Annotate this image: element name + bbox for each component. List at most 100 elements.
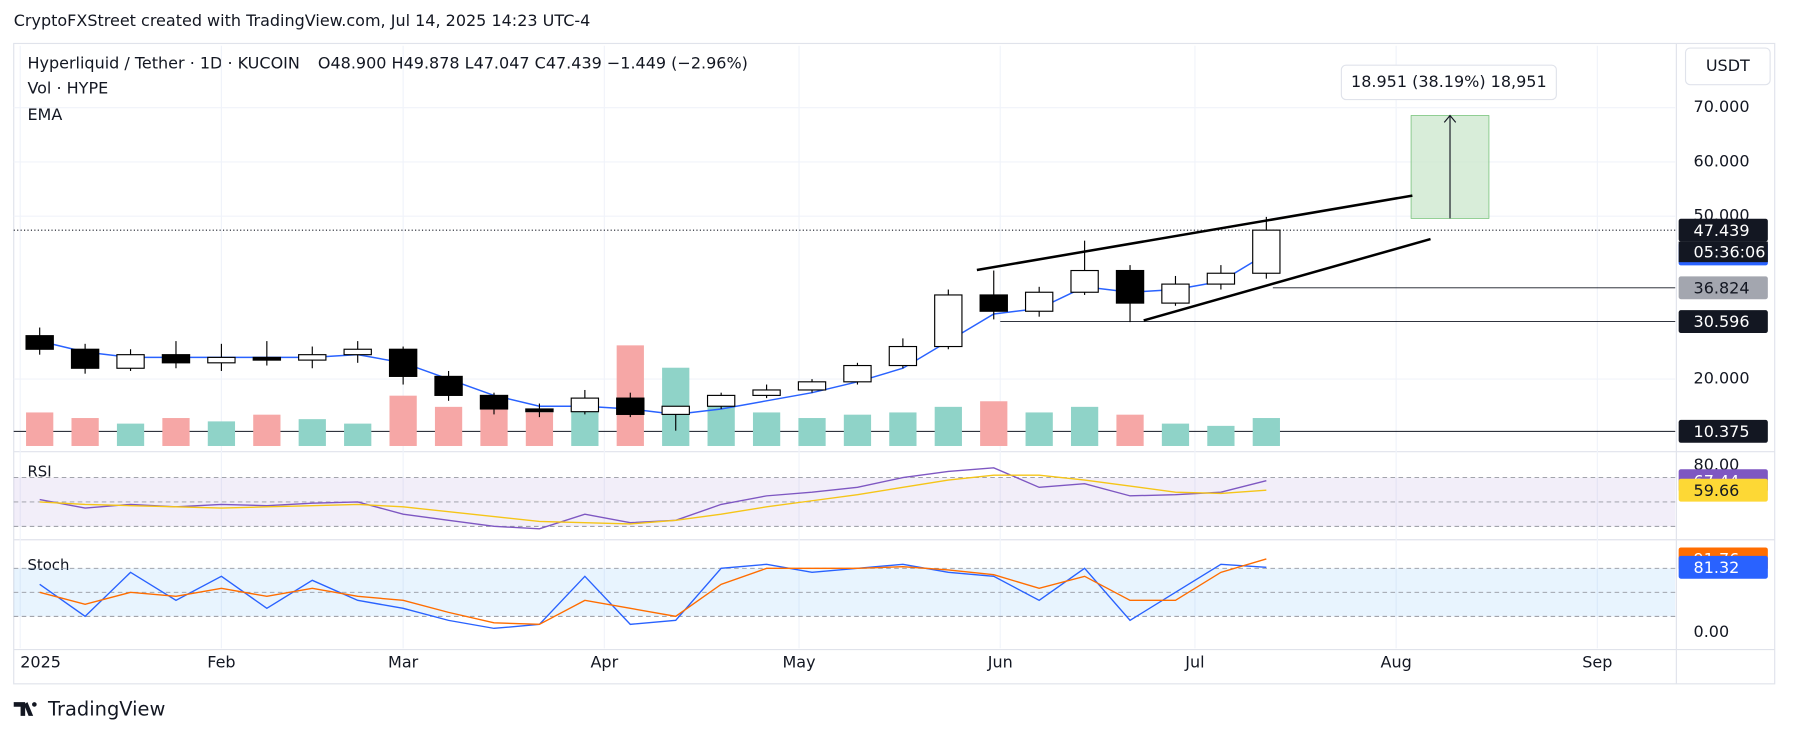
volume-bar — [389, 395, 417, 446]
volume-bar — [116, 423, 145, 446]
candle-body — [252, 356, 282, 361]
x-tick-label: Aug — [1381, 653, 1412, 672]
volume-bar — [207, 421, 236, 446]
candle-body — [1115, 269, 1145, 304]
candle-body — [616, 397, 645, 415]
price-label-box — [1678, 276, 1768, 300]
candle-body — [25, 335, 54, 350]
price-label: 36.824 — [1694, 278, 1750, 297]
measure-label: 18.951 (38.19%) 18,951 — [1351, 72, 1547, 91]
volume-bar — [434, 406, 463, 446]
volume-bar — [1070, 406, 1099, 446]
rsi-line — [39, 474, 1267, 525]
volume-bar — [26, 412, 54, 446]
ema-line — [39, 253, 1267, 416]
y-tick-label: 60.000 — [1694, 151, 1750, 170]
volume-bar — [1025, 412, 1053, 446]
candle-body — [752, 389, 781, 396]
volume-bar — [1252, 418, 1280, 446]
rsi-band — [13, 477, 1676, 527]
volume-bar — [253, 414, 281, 446]
price-label: 47.439 — [1694, 221, 1750, 240]
candle-body — [388, 348, 418, 377]
x-tick-label: Mar — [388, 653, 419, 672]
price-label-box — [1678, 419, 1768, 443]
price-label: 10.375 — [1694, 422, 1750, 441]
y-tick-label: 70.000 — [1694, 97, 1750, 116]
logo — [13, 702, 37, 716]
rsi-label: 59.66 — [1694, 481, 1740, 500]
candle-body — [570, 397, 600, 413]
countdown: 05:36:06 — [1694, 243, 1766, 262]
stoch-line — [39, 558, 1267, 626]
candle-body — [1206, 272, 1236, 285]
candle-body — [706, 394, 736, 407]
volume-bar — [752, 412, 781, 446]
volume-bar — [525, 412, 554, 446]
volume-bar — [162, 418, 190, 446]
stoch-title: Stoch — [27, 556, 69, 574]
rsi-tick-label: 80.00 — [1694, 455, 1740, 474]
candle-body — [1252, 229, 1281, 274]
candle-body — [1024, 291, 1054, 312]
candle-body — [1070, 269, 1099, 293]
candle-body — [298, 354, 327, 361]
credit: CryptoFXStreet created with TradingView.… — [14, 11, 591, 30]
volume-bar — [344, 423, 372, 446]
logo-icon — [13, 702, 37, 716]
measure-label-box — [1340, 64, 1557, 101]
countdown-box — [1678, 241, 1768, 263]
x-tick-label: May — [783, 653, 816, 672]
candle-body — [1161, 283, 1190, 304]
candle-body — [934, 294, 963, 348]
symbol: Hyperliquid / Tether · 1D · KUCOIN — [27, 54, 299, 73]
candle-body — [843, 364, 872, 383]
candle-body — [434, 375, 463, 396]
currency-button[interactable] — [1684, 47, 1771, 86]
volume-bar — [298, 419, 326, 446]
volume-bar — [934, 406, 962, 446]
candle-body — [207, 356, 236, 364]
volume-legend: Vol · HYPE — [27, 79, 108, 98]
volume-bar — [1116, 414, 1144, 446]
x-tick-label: Jun — [987, 653, 1013, 672]
rsi-label-box — [1678, 478, 1768, 502]
x-tick-label: Jul — [1184, 653, 1204, 672]
volume-bar — [980, 401, 1008, 446]
volume-bar — [71, 418, 99, 446]
candle-body — [161, 354, 191, 364]
volume-bar — [889, 412, 917, 446]
y-tick-label: 20.000 — [1694, 369, 1750, 388]
x-tick-label: Apr — [590, 653, 618, 672]
candle-body — [797, 381, 827, 391]
chart-frame — [13, 42, 1776, 685]
stoch-label-box — [1678, 555, 1768, 579]
volume-bar — [1207, 425, 1235, 446]
price-label-box — [1678, 218, 1768, 242]
trendline — [976, 194, 1413, 272]
candle-body — [70, 348, 100, 369]
volume-bar — [843, 414, 872, 446]
stoch-label: 81.32 — [1694, 558, 1740, 577]
candle-body — [343, 348, 372, 356]
trendline — [1143, 237, 1431, 322]
price-label: 30.596 — [1694, 312, 1750, 331]
x-tick-label: Feb — [207, 653, 235, 672]
stoch-tick-label: 0.00 — [1694, 622, 1730, 641]
ema-legend: EMA — [27, 105, 62, 124]
volume-bar — [1161, 423, 1190, 446]
candle-body — [888, 345, 918, 367]
logo-text: TradingView — [47, 698, 165, 721]
rsi-title: RSI — [27, 462, 51, 480]
candle-body — [525, 408, 554, 413]
candle-body — [479, 394, 509, 410]
x-tick-label: 2025 — [20, 653, 61, 672]
x-tick-label: Sep — [1582, 653, 1612, 672]
volume-bar — [798, 418, 826, 446]
candle-body — [979, 294, 1008, 312]
price-label-box — [1678, 310, 1768, 334]
candle-body — [116, 354, 145, 369]
currency[interactable]: USDT — [1706, 56, 1750, 75]
